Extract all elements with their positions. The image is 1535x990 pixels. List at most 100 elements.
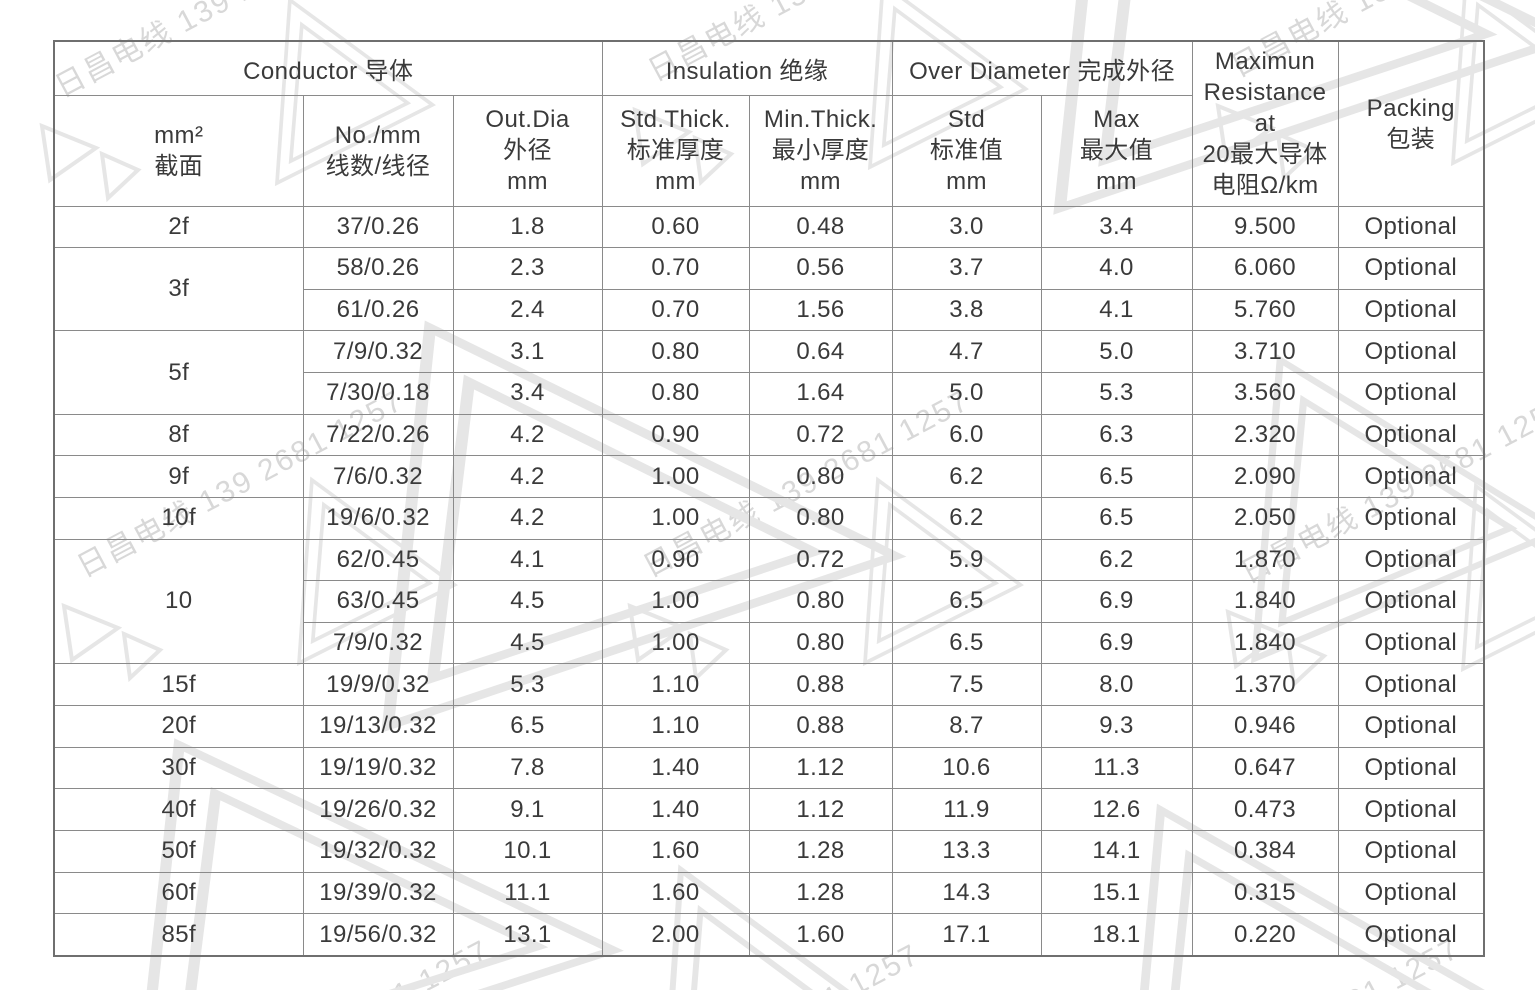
cell-packing: Optional [1337, 580, 1485, 623]
cell-od-max: 12.6 [1040, 788, 1193, 831]
cell-packing: Optional [1337, 247, 1485, 290]
cell-out-dia: 4.2 [452, 413, 603, 457]
cell-resistance: 0.473 [1191, 788, 1339, 831]
cell-resistance: 1.840 [1191, 580, 1339, 623]
cell-min-thick: 0.72 [748, 413, 893, 457]
cell-size: 20f [53, 705, 304, 748]
cell-out-dia: 6.5 [452, 705, 603, 748]
cell-out-dia: 9.1 [452, 788, 603, 831]
cell-od-std: 5.9 [891, 538, 1042, 582]
cell-resistance: 2.090 [1191, 455, 1339, 498]
cell-no-mm: 7/6/0.32 [302, 455, 454, 498]
cell-no-mm: 7/9/0.32 [302, 330, 454, 373]
cell-od-std: 7.5 [891, 663, 1042, 706]
table-row: 7/30/0.18 3.4 0.80 1.64 5.0 5.3 3.560 Optional [54, 372, 1485, 415]
header-col-od-std-line1: Std [947, 106, 986, 133]
cell-out-dia: 10.1 [452, 829, 603, 873]
table-row: 10 62/0.45 4.1 0.90 0.72 5.9 6.2 1.870 Optional [53, 538, 1485, 665]
cell-resistance: 0.946 [1191, 705, 1339, 748]
spec-table: Conductor 导体 Insulation 绝缘 Over Diameter… [53, 40, 1486, 957]
cell-no-mm: 19/6/0.32 [302, 496, 454, 540]
cell-resistance: 0.220 [1191, 913, 1339, 957]
header-col-od-max-line1: Max [1093, 106, 1140, 133]
cell-no-mm: 19/19/0.32 [302, 746, 454, 790]
cell-min-thick: 0.88 [748, 663, 893, 706]
table-row: 9f 7/6/0.32 4.2 1.00 0.80 6.2 6.5 2.090 Optional [53, 455, 1485, 498]
cell-resistance: 5.760 [1191, 288, 1339, 332]
cell-od-max: 14.1 [1040, 829, 1193, 873]
cell-min-thick: 0.80 [748, 496, 893, 540]
cell-size: 85f [53, 913, 304, 957]
cell-min-thick: 0.72 [748, 538, 893, 582]
cell-od-std: 13.3 [891, 829, 1042, 873]
table-row: 5f 7/9/0.32 3.1 0.80 0.64 4.7 5.0 3.710 Optional [53, 330, 1485, 415]
header-group-insulation: Insulation 绝缘 [601, 40, 893, 96]
table-row: 3f 58/0.26 2.3 0.70 0.56 3.7 4.0 6.060 Optional [53, 247, 1485, 332]
cell-resistance: 9.500 [1191, 205, 1339, 249]
header-col-out-dia-line2: 外径 [503, 137, 552, 164]
header-col-no-mm: No./mm 线数/线径 [302, 94, 454, 207]
cell-size: 10f [53, 496, 304, 540]
cell-packing: Optional [1337, 663, 1485, 706]
cell-std-thick: 1.10 [601, 663, 750, 706]
cell-std-thick: 1.60 [601, 871, 750, 915]
cell-resistance: 2.050 [1191, 496, 1339, 540]
cell-od-max: 8.0 [1040, 663, 1193, 706]
table-row: 2f 37/0.26 1.8 0.60 0.48 3.0 3.4 9.500 Optional [53, 205, 1485, 249]
header-col-out-dia-line3: mm [507, 168, 548, 195]
cell-resistance: 3.560 [1191, 372, 1339, 415]
header-col-packing-line2: 包装 [1386, 125, 1436, 153]
cell-std-thick: 0.80 [601, 330, 750, 373]
header-col-od-std: Std 标准值 mm [891, 94, 1042, 207]
cell-od-max: 6.5 [1040, 496, 1193, 540]
cell-std-thick: 1.00 [601, 455, 750, 498]
cell-min-thick: 0.88 [748, 705, 893, 748]
table-row: 50f 19/32/0.32 10.1 1.60 1.28 13.3 14.1 0.384 Op… [53, 829, 1485, 873]
header-col-od-std-line2: 标准值 [929, 137, 1004, 164]
cell-od-max: 5.0 [1040, 330, 1193, 373]
table-row: 10f 19/6/0.32 4.2 1.00 0.80 6.2 6.5 2.050 Option… [53, 496, 1485, 540]
header-col-od-std-line3: mm [946, 168, 987, 195]
cell-packing: Optional [1337, 705, 1485, 748]
header-group-conductor: Conductor 导体 [53, 40, 603, 96]
cell-od-std: 6.5 [891, 580, 1042, 623]
cell-no-mm: 19/26/0.32 [302, 788, 454, 831]
table-row: 30f 19/19/0.32 7.8 1.40 1.12 10.6 11.3 0.647 Opt… [53, 746, 1485, 790]
header-group-insulation-label: Insulation 绝缘 [665, 57, 829, 85]
header-col-size-line1: mm² [154, 121, 204, 149]
cell-min-thick: 1.56 [748, 288, 893, 332]
cell-size: 15f [53, 663, 304, 706]
cell-out-dia: 4.2 [452, 455, 603, 498]
cell-resistance: 1.840 [1191, 621, 1339, 665]
cell-no-mm: 7/22/0.26 [302, 413, 454, 457]
cell-od-std: 8.7 [891, 705, 1042, 748]
cell-min-thick: 1.64 [748, 372, 893, 415]
header-col-out-dia-line1: Out.Dia [485, 106, 570, 133]
cell-packing: Optional [1337, 330, 1485, 373]
header-sub-row: mm² 截面 No./mm 线数/线径 Out.Dia 外径 mm Std.Th… [53, 94, 1484, 207]
cell-od-max: 6.9 [1040, 621, 1193, 665]
cell-min-thick: 1.12 [748, 788, 893, 831]
cell-od-std: 6.0 [891, 413, 1042, 457]
cell-size: 2f [53, 205, 304, 249]
cell-size: 8f [53, 413, 304, 457]
cell-od-max: 3.4 [1040, 205, 1193, 249]
header-col-size: mm² 截面 [53, 94, 304, 207]
header-col-od-max-line3: mm [1096, 168, 1137, 195]
table-row: 40f 19/26/0.32 9.1 1.40 1.12 11.9 12.6 0.473 Opt… [53, 788, 1485, 831]
cell-out-dia: 1.8 [452, 205, 603, 249]
header-col-packing: Packing 包装 [1337, 40, 1485, 207]
cell-std-thick: 0.70 [601, 247, 750, 290]
header-col-std-thick-line3: mm [655, 168, 696, 195]
cell-out-dia: 4.5 [452, 621, 603, 665]
cell-od-std: 6.2 [891, 455, 1042, 498]
cell-no-mm: 19/39/0.32 [302, 871, 454, 915]
cell-size: 40f [53, 788, 304, 831]
table-row: 60f 19/39/0.32 11.1 1.60 1.28 14.3 15.1 0.315 Op… [53, 871, 1485, 915]
header-col-packing-line1: Packing [1366, 94, 1455, 122]
cell-size: 10 [53, 538, 304, 665]
header-col-od-max: Max 最大值 mm [1040, 94, 1193, 207]
cell-std-thick: 1.40 [601, 788, 750, 831]
cell-od-max: 15.1 [1040, 871, 1193, 915]
